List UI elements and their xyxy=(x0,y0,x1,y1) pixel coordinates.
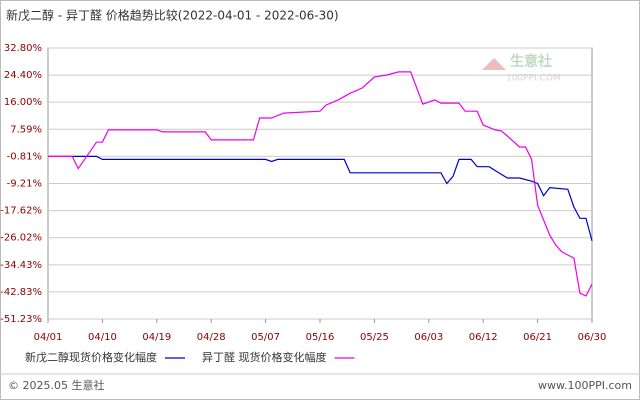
legend-label: 异丁醛 现货价格变化幅度 xyxy=(202,350,327,364)
x-tick-label: 04/19 xyxy=(142,332,171,343)
watermark-sub: 100PPI.COM xyxy=(506,74,561,84)
x-tick-label: 05/25 xyxy=(360,332,389,343)
y-tick-label: 32.80% xyxy=(4,43,42,54)
y-tick-label: -34.43% xyxy=(0,260,42,271)
y-tick-label: 16.00% xyxy=(4,97,42,108)
y-tick-label: -9.21% xyxy=(7,178,42,189)
x-tick-label: 04/10 xyxy=(88,332,117,343)
watermark: 生意社 100PPI.COM xyxy=(482,53,561,84)
y-tick-label: 7.59% xyxy=(10,124,42,135)
series-line xyxy=(48,155,593,242)
y-tick-label: -42.83% xyxy=(0,287,42,298)
y-tick-label: 24.40% xyxy=(4,70,42,81)
y-tick-label: -0.81% xyxy=(7,151,42,162)
x-tick-label: 04/01 xyxy=(34,332,63,343)
legend-label: 新戊二醇现货价格变化幅度 xyxy=(25,350,157,364)
x-tick-label: 06/12 xyxy=(469,332,498,343)
y-tick-label: -26.02% xyxy=(0,233,42,244)
chart-title: 新戊二醇 - 异丁醛 价格趋势比较(2022-04-01 - 2022-06-3… xyxy=(6,8,339,23)
x-tick-label: 05/07 xyxy=(251,332,280,343)
footer-left: © 2025.05 生意社 xyxy=(8,378,104,392)
series-line xyxy=(48,71,593,297)
x-tick-label: 04/28 xyxy=(197,332,226,343)
watermark-text: 生意社 xyxy=(510,53,552,70)
x-tick-label: 06/30 xyxy=(578,332,607,343)
footer-right: www.100PPI.com xyxy=(538,379,632,392)
x-tick-label: 06/21 xyxy=(523,332,552,343)
x-tick-label: 06/03 xyxy=(414,332,443,343)
y-tick-label: -17.62% xyxy=(0,206,42,217)
y-tick-label: -51.23% xyxy=(0,314,42,325)
x-tick-label: 05/16 xyxy=(306,332,335,343)
watermark-icon xyxy=(482,58,506,70)
